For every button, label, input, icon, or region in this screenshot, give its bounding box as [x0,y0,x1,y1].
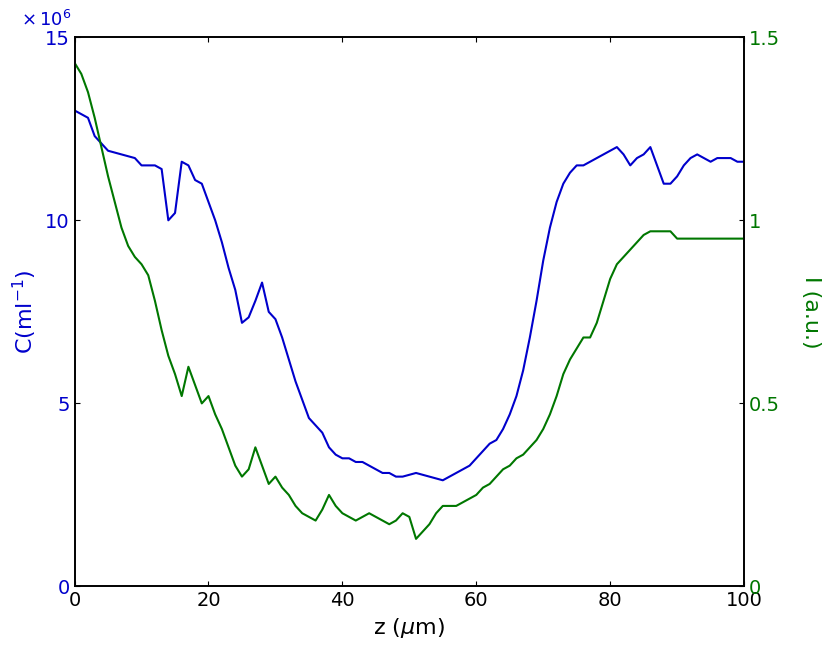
Y-axis label: I (a.u.): I (a.u.) [801,275,821,348]
X-axis label: z ($\mu$m): z ($\mu$m) [374,616,445,640]
Y-axis label: C(ml$^{-1}$): C(ml$^{-1}$) [11,270,39,354]
Text: $\times\,10^6$: $\times\,10^6$ [21,10,72,30]
